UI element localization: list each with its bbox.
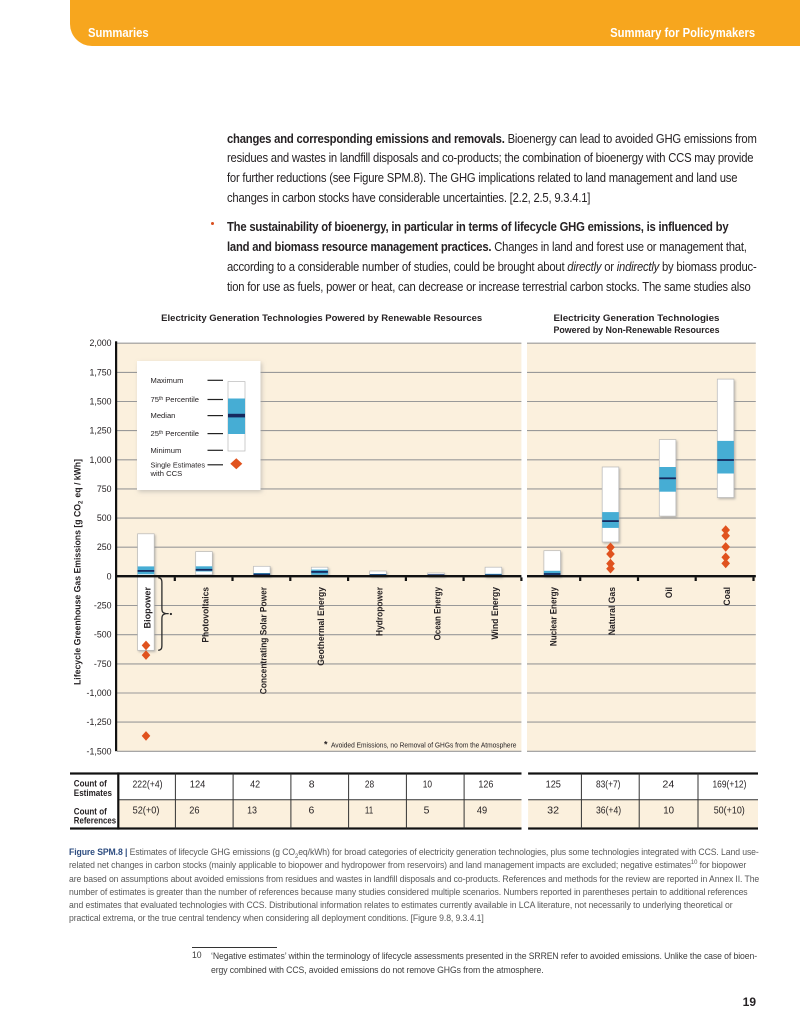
svg-text:-250: -250 <box>94 601 112 611</box>
svg-text:250: 250 <box>97 542 112 552</box>
svg-text:Concentrating Solar Power: Concentrating Solar Power <box>258 587 268 695</box>
svg-text:126: 126 <box>478 780 493 791</box>
svg-text:125: 125 <box>546 780 561 791</box>
svg-text:Electricity Generation Technol: Electricity Generation Technologies <box>554 313 720 323</box>
svg-text:Oil: Oil <box>664 587 674 598</box>
svg-text:Count of: Count of <box>74 806 108 816</box>
svg-text:Lifecycle Greenhouse Gas Emiss: Lifecycle Greenhouse Gas Emissions [g CO <box>72 504 82 685</box>
svg-text:References: References <box>74 816 116 826</box>
svg-text:24: 24 <box>662 780 674 791</box>
svg-text:83(+7): 83(+7) <box>596 780 620 791</box>
svg-text:Median: Median <box>151 411 176 420</box>
svg-text:1,000: 1,000 <box>89 455 111 465</box>
svg-text:-1,500: -1,500 <box>87 746 112 756</box>
svg-text:13: 13 <box>247 806 257 817</box>
svg-text:26: 26 <box>189 806 199 817</box>
svg-text:28: 28 <box>365 780 374 791</box>
svg-text:-750: -750 <box>94 659 112 669</box>
svg-text:Single Estimates: Single Estimates <box>151 460 206 469</box>
svg-text:0: 0 <box>107 571 112 581</box>
svg-text:2: 2 <box>78 500 84 504</box>
svg-text:1,250: 1,250 <box>89 426 111 436</box>
svg-text:*: * <box>324 740 328 750</box>
svg-text:42: 42 <box>250 780 260 791</box>
svg-text:169(+12): 169(+12) <box>713 780 747 791</box>
svg-text:Minimum: Minimum <box>151 446 182 455</box>
svg-text:25th Percentile: 25th Percentile <box>151 429 200 438</box>
svg-text:Nuclear Energy: Nuclear Energy <box>549 587 559 646</box>
svg-text:50(+10): 50(+10) <box>714 806 745 817</box>
svg-text:32: 32 <box>547 806 559 817</box>
svg-text:Photovoltaics: Photovoltaics <box>201 587 211 643</box>
svg-text:6: 6 <box>309 806 315 817</box>
svg-text:750: 750 <box>97 484 112 494</box>
svg-text:Count of: Count of <box>74 779 108 789</box>
svg-text:2,000: 2,000 <box>89 338 111 348</box>
svg-text:1,500: 1,500 <box>89 397 111 407</box>
svg-text:Electricity Generation Technol: Electricity Generation Technologies Powe… <box>161 313 482 323</box>
svg-text:1,750: 1,750 <box>89 367 111 377</box>
svg-text:eq / kWh]: eq / kWh] <box>72 459 82 500</box>
svg-text:Maximum: Maximum <box>151 376 184 385</box>
svg-text:Hydropower: Hydropower <box>375 587 385 636</box>
svg-text:500: 500 <box>97 513 112 523</box>
svg-text:10: 10 <box>423 780 432 791</box>
svg-text:-1,250: -1,250 <box>87 717 112 727</box>
svg-text:Avoided Emissions, no Removal: Avoided Emissions, no Removal of GHGs fr… <box>331 741 517 750</box>
svg-text:222(+4): 222(+4) <box>133 780 163 791</box>
svg-text:Wind Energy: Wind Energy <box>490 587 500 640</box>
svg-text:36(+4): 36(+4) <box>596 806 621 817</box>
svg-text:Ocean Energy: Ocean Energy <box>433 587 443 640</box>
svg-text:Estimates: Estimates <box>74 788 112 798</box>
svg-text:8: 8 <box>309 780 315 791</box>
svg-text:52(+0): 52(+0) <box>133 806 160 817</box>
svg-text:75th Percentile: 75th Percentile <box>151 395 200 404</box>
svg-text:with CCS: with CCS <box>150 469 183 478</box>
svg-text:10: 10 <box>663 806 674 817</box>
svg-text:Biopower: Biopower <box>142 587 152 629</box>
svg-text:-1,000: -1,000 <box>87 688 112 698</box>
svg-text:-500: -500 <box>94 630 112 640</box>
svg-text:Coal: Coal <box>722 587 732 606</box>
svg-text:Powered by Non-Renewable Resou: Powered by Non-Renewable Resources <box>554 325 720 335</box>
svg-text:11: 11 <box>365 806 373 817</box>
svg-text:Natural Gas: Natural Gas <box>607 587 617 635</box>
svg-text:Geothermal Energy: Geothermal Energy <box>316 587 326 666</box>
svg-text:124: 124 <box>190 780 206 791</box>
svg-text:5: 5 <box>424 806 430 817</box>
svg-text:49: 49 <box>477 806 487 817</box>
